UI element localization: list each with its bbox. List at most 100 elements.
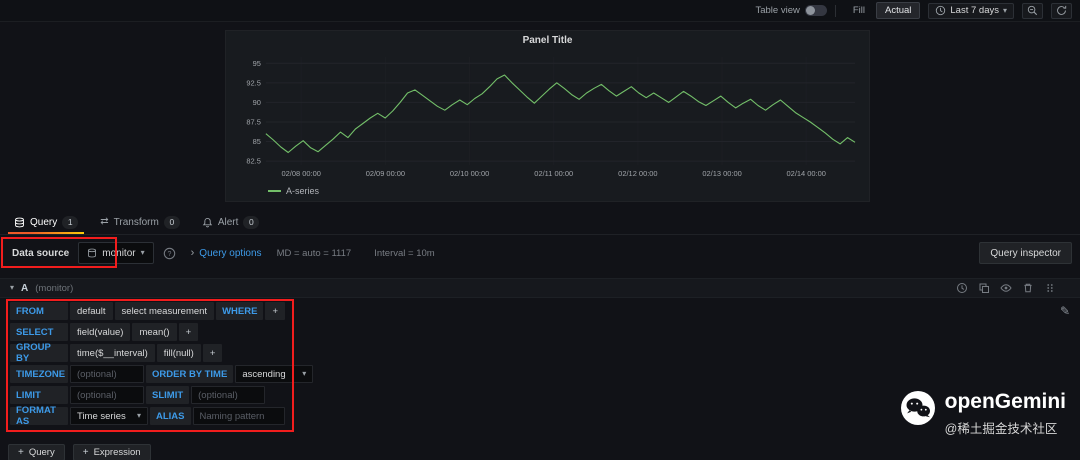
order-by-time-select[interactable]: ascending ▾ xyxy=(235,365,314,383)
eye-icon xyxy=(1000,284,1012,292)
from-retention-segment[interactable]: default xyxy=(70,302,113,320)
collapse-chevron-icon[interactable]: ▾ xyxy=(10,283,15,292)
datasource-label: Data source xyxy=(12,247,70,259)
query-inspector-button[interactable]: Query inspector xyxy=(979,242,1072,264)
drag-handle-icon xyxy=(1047,284,1053,292)
svg-text:87.5: 87.5 xyxy=(246,117,261,126)
svg-text:02/13 00:00: 02/13 00:00 xyxy=(702,169,741,178)
query-datasource-hint: (monitor) xyxy=(35,282,74,294)
transform-icon: ⇄ xyxy=(100,216,109,227)
legend-item[interactable]: A-series xyxy=(286,186,320,196)
watermark-text: openGemini @稀土掘金技术社区 xyxy=(945,390,1066,437)
duplicate-query-button[interactable] xyxy=(978,282,990,294)
table-view-toggle[interactable] xyxy=(804,5,827,16)
order-by-time-label: ORDER BY TIME xyxy=(146,365,234,383)
slimit-label: SLIMIT xyxy=(146,386,190,404)
chevron-down-icon: ▾ xyxy=(1002,5,1007,15)
datasource-bar: Data source monitor ▾ ? › Query options … xyxy=(0,238,1080,268)
format-as-select[interactable]: Time series ▾ xyxy=(70,407,148,425)
hide-query-button[interactable] xyxy=(1000,282,1012,294)
refresh-icon xyxy=(1057,5,1067,15)
svg-text:02/12 00:00: 02/12 00:00 xyxy=(618,169,657,178)
format-as-row: FORMAT AS Time series ▾ ALIAS xyxy=(10,405,1050,427)
svg-text:02/10 00:00: 02/10 00:00 xyxy=(450,169,489,178)
from-measurement-segment[interactable]: select measurement xyxy=(114,302,215,320)
svg-text:92.5: 92.5 xyxy=(246,78,261,87)
add-query-button[interactable]: + Query xyxy=(8,444,65,460)
select-mean-segment[interactable]: mean() xyxy=(132,323,177,341)
watermark: openGemini @稀土掘金技术社区 xyxy=(900,390,1066,437)
tab-transform-label: Transform xyxy=(113,216,159,228)
timezone-input[interactable] xyxy=(70,365,144,383)
database-icon xyxy=(15,217,24,227)
raw-query-edit-button[interactable]: ✎ xyxy=(1056,303,1074,319)
alias-input[interactable] xyxy=(192,407,285,425)
tab-query[interactable]: Query 1 xyxy=(4,210,88,234)
topbar-divider xyxy=(834,4,836,17)
history-icon xyxy=(957,283,967,293)
tab-transform[interactable]: ⇄ Transform 0 xyxy=(90,210,190,234)
tab-query-badge: 1 xyxy=(62,215,79,229)
query-options-md: MD = auto = 1117 xyxy=(276,247,352,259)
select-field-segment[interactable]: field(value) xyxy=(70,323,131,341)
add-select-button[interactable]: + xyxy=(178,323,199,341)
svg-text:82.5: 82.5 xyxy=(246,157,261,166)
actual-button[interactable]: Actual xyxy=(875,2,921,19)
from-label: FROM xyxy=(10,302,68,320)
svg-text:85: 85 xyxy=(253,137,261,146)
panel: Panel Title 02/08 00:00 02/09 00:00 02/10 … xyxy=(225,30,870,202)
slimit-input[interactable] xyxy=(191,386,266,404)
add-expression-label: Expression xyxy=(93,447,141,458)
datasource-picker[interactable]: monitor ▾ xyxy=(78,242,154,264)
table-view-control: Table view xyxy=(755,5,827,16)
footer-actions: + Query + Expression xyxy=(8,444,151,460)
group-by-label: GROUP BY xyxy=(10,342,68,364)
pencil-icon: ✎ xyxy=(1059,304,1071,318)
drag-query-handle[interactable] xyxy=(1044,282,1056,294)
datasource-help-button[interactable]: ? xyxy=(163,247,176,260)
tab-alert-label: Alert xyxy=(217,216,239,228)
plus-icon: + xyxy=(18,446,24,458)
svg-text:90: 90 xyxy=(253,98,261,107)
trash-icon xyxy=(1024,283,1032,293)
time-range-button[interactable]: Last 7 days ▾ xyxy=(928,2,1014,19)
wechat-icon xyxy=(900,391,935,425)
topbar: Table view Fill Actual Last 7 days ▾ xyxy=(0,0,1080,22)
format-as-label: FORMAT AS xyxy=(10,405,68,427)
zoom-out-icon xyxy=(1027,5,1038,16)
chevron-down-icon: ▾ xyxy=(140,248,145,257)
add-query-label: Query xyxy=(28,447,55,458)
table-view-label: Table view xyxy=(755,5,800,16)
time-range-label: Last 7 days xyxy=(950,5,999,16)
limit-label: LIMIT xyxy=(10,386,68,404)
tab-alert[interactable]: Alert 0 xyxy=(192,210,270,234)
add-expression-button[interactable]: + Expression xyxy=(72,444,151,460)
legend-swatch xyxy=(268,190,281,192)
add-where-button[interactable]: + xyxy=(265,302,286,320)
fill-actual-group: Fill Actual xyxy=(844,2,921,19)
select-label: SELECT xyxy=(10,323,68,341)
query-ref-id: A xyxy=(21,282,29,294)
remove-query-button[interactable] xyxy=(1022,282,1034,294)
query-options-toggle[interactable]: › Query options xyxy=(185,247,268,260)
query-history-button[interactable] xyxy=(956,282,968,294)
chevron-right-icon: › xyxy=(190,246,195,259)
legend: A-series xyxy=(226,183,869,199)
influx-query-editor: FROM default select measurement WHERE + … xyxy=(10,302,1050,428)
fill-button[interactable]: Fill xyxy=(844,2,874,19)
timezone-row: TIMEZONE ORDER BY TIME ascending ▾ xyxy=(10,365,1050,383)
limit-input[interactable] xyxy=(70,386,144,404)
query-row-header: ▾ A (monitor) xyxy=(0,278,1080,298)
group-by-time-segment[interactable]: time($__interval) xyxy=(70,344,155,362)
zoom-out-button[interactable] xyxy=(1022,2,1043,19)
timeseries-chart[interactable]: 02/08 00:00 02/09 00:00 02/10 00:00 02/11 0… xyxy=(226,51,869,183)
watermark-title: openGemini xyxy=(944,390,1066,413)
refresh-button[interactable] xyxy=(1051,2,1072,19)
select-row: SELECT field(value) mean() + xyxy=(10,323,1050,341)
add-group-by-button[interactable]: + xyxy=(202,344,223,362)
timezone-label: TIMEZONE xyxy=(10,365,68,383)
svg-text:?: ? xyxy=(167,250,171,257)
svg-text:02/14 00:00: 02/14 00:00 xyxy=(787,169,826,178)
group-by-fill-segment[interactable]: fill(null) xyxy=(156,344,201,362)
tab-query-label: Query xyxy=(30,216,58,228)
